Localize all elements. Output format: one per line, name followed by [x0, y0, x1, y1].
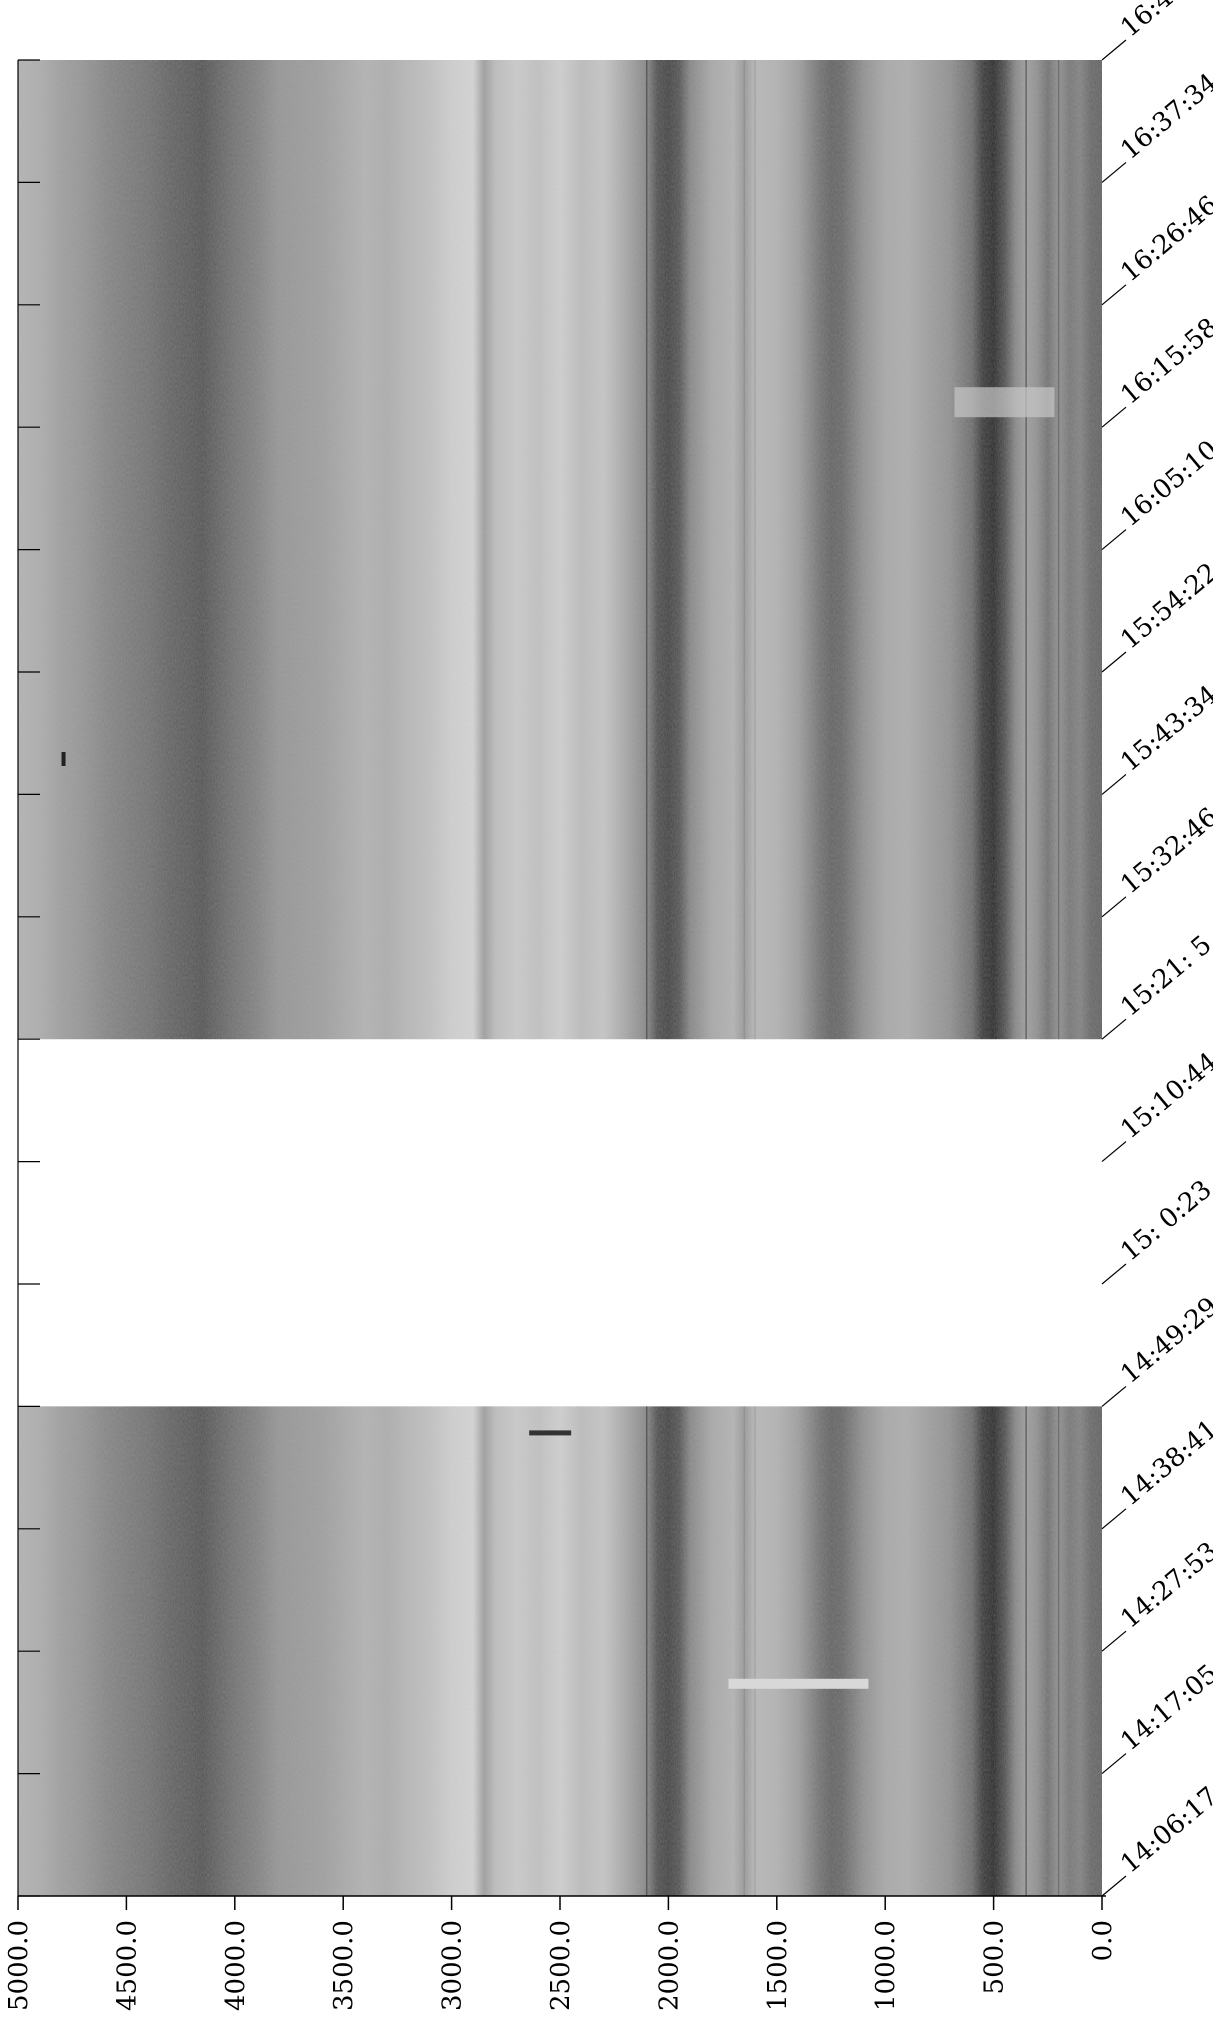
time-tick-label: 16:15:58: [1115, 313, 1213, 411]
time-tick-label: 14:06:17: [1115, 1781, 1213, 1879]
time-tick: [1101, 1753, 1127, 1775]
time-tick-label: 15:32:46: [1115, 802, 1213, 900]
time-tick: [1101, 284, 1127, 306]
time-tick: [1101, 529, 1127, 551]
artifact-light-streak: [728, 1678, 869, 1689]
artifact-light-patch: [954, 387, 1055, 418]
x-tick-label: 1500.0: [763, 1920, 793, 2011]
time-tick-label: 14:27:53: [1115, 1537, 1213, 1635]
time-tick: [1101, 773, 1127, 795]
time-tick: [1101, 161, 1127, 183]
artifact-dark-dot: [61, 752, 66, 766]
time-tick-label: 15:21: 5: [1115, 930, 1213, 1023]
time-tick-label: 15:54:22: [1115, 557, 1213, 655]
time-tick: [1101, 1018, 1127, 1040]
time-tick-label: 16:05:10: [1115, 435, 1213, 533]
time-tick-label: 15: 0:23: [1115, 1175, 1213, 1268]
x-tick-label: 0.0: [1088, 1920, 1118, 1961]
time-tick-label: 14:38:41: [1115, 1414, 1213, 1512]
x-tick-label: 500.0: [980, 1920, 1010, 1994]
time-tick: [1101, 1875, 1127, 1897]
x-tick-label: 3500.0: [329, 1920, 359, 2011]
time-tick: [1101, 651, 1127, 673]
x-tick-label: 1000.0: [871, 1920, 901, 2011]
x-tick-label: 4500.0: [112, 1920, 142, 2011]
time-tick: [1101, 1508, 1127, 1530]
x-tick-label: 3000.0: [438, 1920, 468, 2011]
spectrogram-grain-0: [18, 60, 1102, 1040]
time-tick-label: 15:43:34: [1115, 680, 1213, 778]
time-tick: [1101, 39, 1127, 61]
heatmap-plot-area: [18, 60, 1102, 1896]
time-tick-label: 16:37:34: [1115, 68, 1213, 166]
x-tick-label: 4000.0: [221, 1920, 251, 2011]
x-tick-label: 5000.0: [4, 1920, 34, 2011]
time-tick-label: 14:17:05: [1115, 1659, 1213, 1757]
time-tick: [1101, 1630, 1127, 1652]
time-tick-label: 16:26:46: [1115, 190, 1213, 288]
time-tick: [1101, 1385, 1127, 1407]
time-tick-label: 14:49:29: [1115, 1292, 1213, 1390]
time-tick-label: 16:48:22: [1115, 0, 1213, 43]
time-tick-label: 15:10:44: [1115, 1047, 1213, 1145]
spectrogram-grain-1: [18, 1406, 1102, 1896]
artifact-dark-dash: [529, 1430, 572, 1436]
time-tick: [1101, 1263, 1127, 1285]
time-tick: [1101, 406, 1127, 428]
time-tick: [1101, 1141, 1127, 1163]
x-tick-label: 2500.0: [546, 1920, 576, 2011]
time-tick: [1101, 896, 1127, 918]
x-tick-label: 2000.0: [654, 1920, 684, 2011]
